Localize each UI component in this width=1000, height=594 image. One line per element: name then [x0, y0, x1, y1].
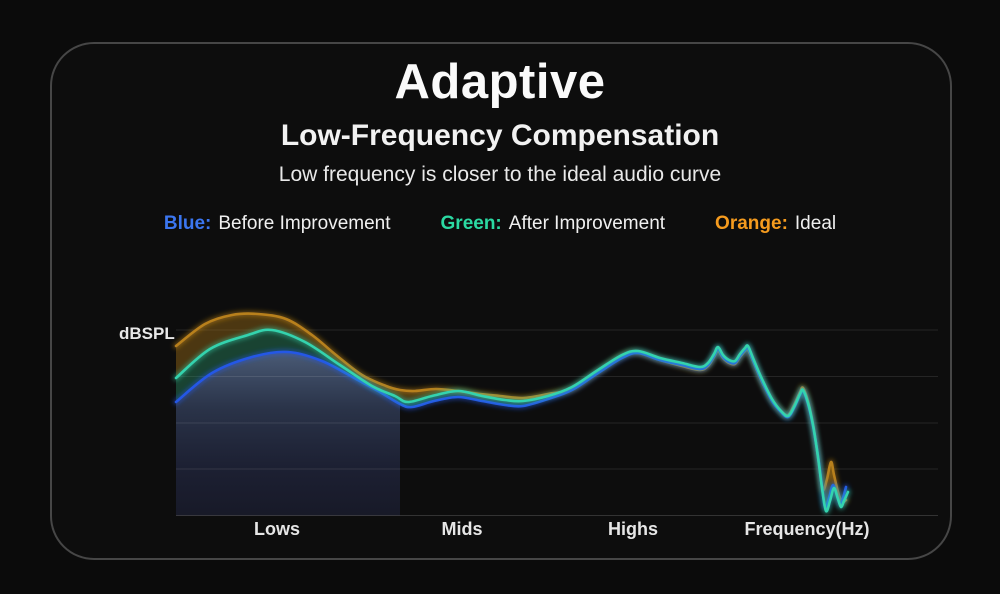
legend-term-orange: Orange:: [715, 213, 788, 234]
legend-item-ideal: Orange: Ideal: [715, 213, 836, 235]
x-axis-label-highs: Highs: [607, 519, 659, 539]
legend-desc-before: Before Improvement: [218, 213, 391, 234]
tagline: Low frequency is closer to the ideal aud…: [278, 163, 722, 186]
legend-desc-ideal: Ideal: [794, 213, 837, 234]
page-subtitle: Low-Frequency Compensation: [280, 119, 720, 152]
legend-term-blue: Blue:: [163, 213, 212, 234]
legend-term-green: Green:: [440, 213, 502, 234]
x-axis-label-lows: Lows: [253, 519, 301, 539]
legend-item-before: Blue: Before Improvement: [164, 213, 391, 235]
page-title: Adaptive: [394, 55, 606, 109]
y-axis-label: dBSPL: [119, 324, 175, 343]
x-axis-label-frequency: Frequency(Hz): [744, 519, 870, 539]
chart-legend: Blue: Before Improvement Green: After Im…: [0, 213, 1000, 235]
legend-item-after: Green: After Improvement: [441, 213, 666, 235]
x-axis-label-mids: Mids: [441, 519, 483, 539]
legend-desc-after: After Improvement: [508, 213, 666, 234]
